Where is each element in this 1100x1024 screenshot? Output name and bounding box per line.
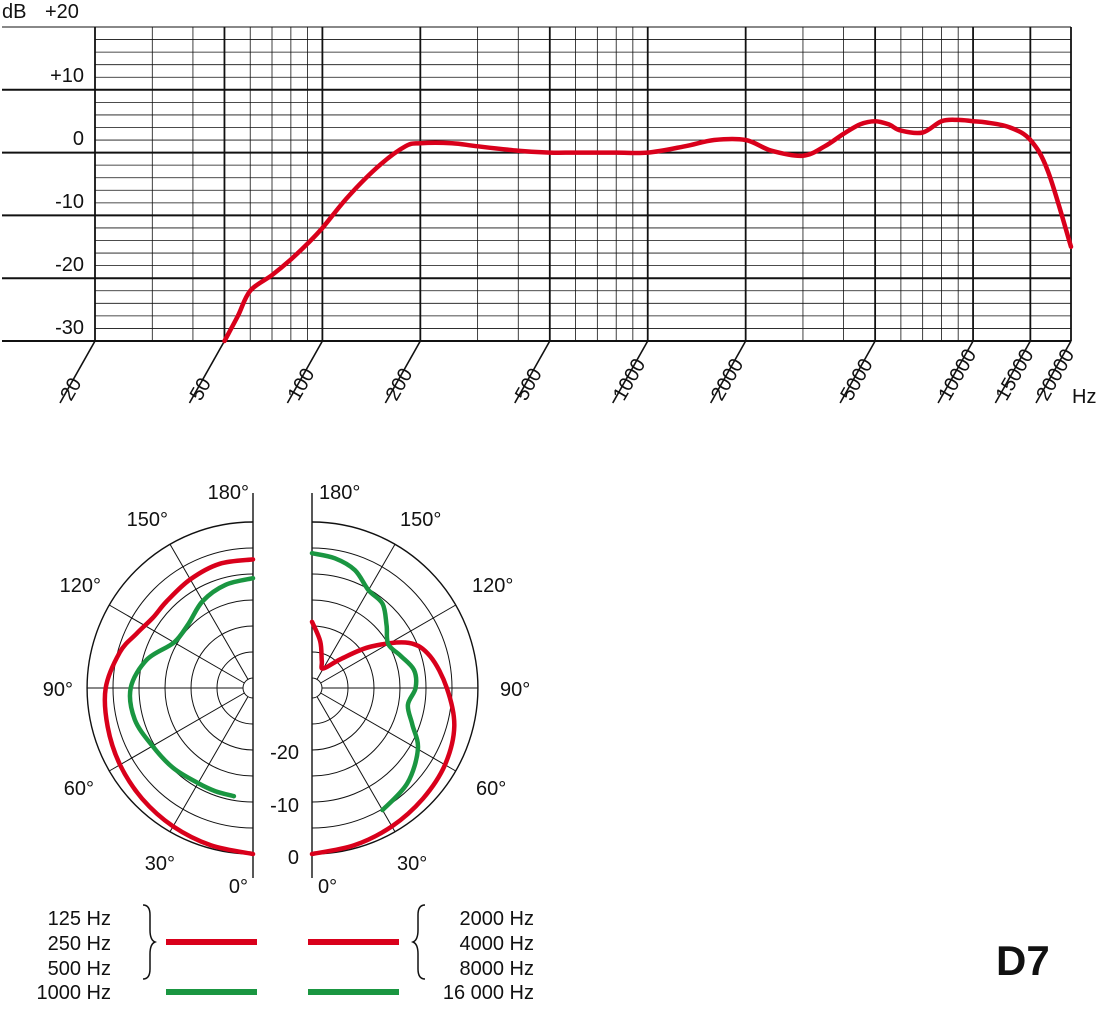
polar-curves xyxy=(102,550,457,857)
x-tick-label-10000: 10000 xyxy=(934,345,981,404)
legend-right-label-2: 4000 Hz xyxy=(460,933,535,955)
polar-curve-1 xyxy=(102,557,256,857)
angle-150-right: 150° xyxy=(400,509,441,531)
angle-60-left: 60° xyxy=(64,778,94,800)
radial-label-0: 0 xyxy=(288,847,299,869)
frequency-response-chart: +20 +10 0 -10 -20 -30 dB Hz 20 50 100 200 50… xyxy=(2,1,1096,408)
polar-spoke-right xyxy=(320,692,457,772)
angle-120-left: 120° xyxy=(60,575,101,597)
angle-180-right: 180° xyxy=(319,482,360,504)
legend-right-label-4: 16 000 Hz xyxy=(443,982,534,1004)
legend-left-label-4: 1000 Hz xyxy=(37,982,112,1004)
x-tick-slash xyxy=(994,340,1032,404)
polar-spoke-left xyxy=(169,696,249,833)
x-axis-unit-label: Hz xyxy=(1072,386,1096,408)
x-tick-slash xyxy=(514,340,551,404)
response-curve xyxy=(222,117,1074,344)
angle-180-left: 180° xyxy=(208,482,249,504)
legend: 125 Hz 250 Hz 500 Hz 1000 Hz 2000 Hz 400… xyxy=(37,904,535,1004)
polar-pattern-chart: 180° 180° 150° 150° 120° 120° 90° 90° 60… xyxy=(43,482,531,898)
angle-90-left: 90° xyxy=(43,679,73,701)
polar-angle-labels: 180° 180° 150° 150° 120° 120° 90° 90° 60… xyxy=(43,482,531,898)
angle-120-right: 120° xyxy=(472,575,513,597)
y-tick-0: 0 xyxy=(73,128,84,150)
y-tick-minus30: -30 xyxy=(55,317,84,339)
y-tick-labels: +20 +10 0 -10 -20 -30 xyxy=(45,1,84,339)
response-curve-line xyxy=(222,117,1074,344)
x-tick-slash xyxy=(709,340,747,404)
x-tick-label-1000: 1000 xyxy=(609,355,650,405)
x-tick-slash xyxy=(612,340,649,404)
model-name: D7 xyxy=(996,937,1050,984)
x-tick-slash xyxy=(188,340,226,404)
x-tick-label-2000: 2000 xyxy=(707,355,748,405)
radial-label-minus10: -10 xyxy=(270,795,299,817)
angle-30-left: 30° xyxy=(145,853,175,875)
polar-spoke-left xyxy=(169,543,249,680)
legend-left-brace xyxy=(142,904,158,980)
polar-right-half xyxy=(311,493,479,878)
x-tick-slash xyxy=(1035,340,1072,404)
y-tick-plus10: +10 xyxy=(50,65,84,87)
legend-right-label-3: 8000 Hz xyxy=(460,958,535,980)
polar-spoke-left xyxy=(108,692,245,772)
x-tick-label-15000: 15000 xyxy=(992,345,1039,404)
x-tick-slash xyxy=(384,340,422,404)
y-tick-minus20: -20 xyxy=(55,254,84,276)
legend-left-label-2: 250 Hz xyxy=(48,933,111,955)
polar-curve-3 xyxy=(309,619,457,857)
legend-right-label-1: 2000 Hz xyxy=(460,908,535,930)
angle-0-left: 0° xyxy=(229,876,248,898)
radial-label-minus20: -20 xyxy=(270,742,299,764)
legend-left-label-1: 125 Hz xyxy=(48,908,111,930)
polar-center-left xyxy=(242,677,254,699)
polar-center-right xyxy=(311,677,323,699)
x-tick-label-5000: 5000 xyxy=(836,355,877,405)
polar-curve-4 xyxy=(309,550,421,813)
angle-60-right: 60° xyxy=(476,778,506,800)
angle-90-right: 90° xyxy=(500,679,530,701)
angle-30-right: 30° xyxy=(397,853,427,875)
y-axis-label: dB xyxy=(2,1,26,23)
legend-right-brace xyxy=(410,904,426,980)
angle-0-right: 0° xyxy=(318,876,337,898)
polar-spoke-right xyxy=(316,543,396,680)
x-tick-slash xyxy=(937,340,974,404)
polar-left-half xyxy=(86,493,254,878)
x-tick-slash xyxy=(839,340,876,404)
y-tick-plus20: +20 xyxy=(45,1,79,23)
frequency-grid xyxy=(2,26,1072,404)
y-tick-minus10: -10 xyxy=(55,191,84,213)
x-tick-slash xyxy=(286,340,324,404)
polar-curve-2 xyxy=(127,575,256,799)
polar-spoke-left xyxy=(108,604,245,684)
angle-150-left: 150° xyxy=(127,509,168,531)
x-tick-slash xyxy=(59,340,96,404)
legend-left-label-3: 500 Hz xyxy=(48,958,111,980)
